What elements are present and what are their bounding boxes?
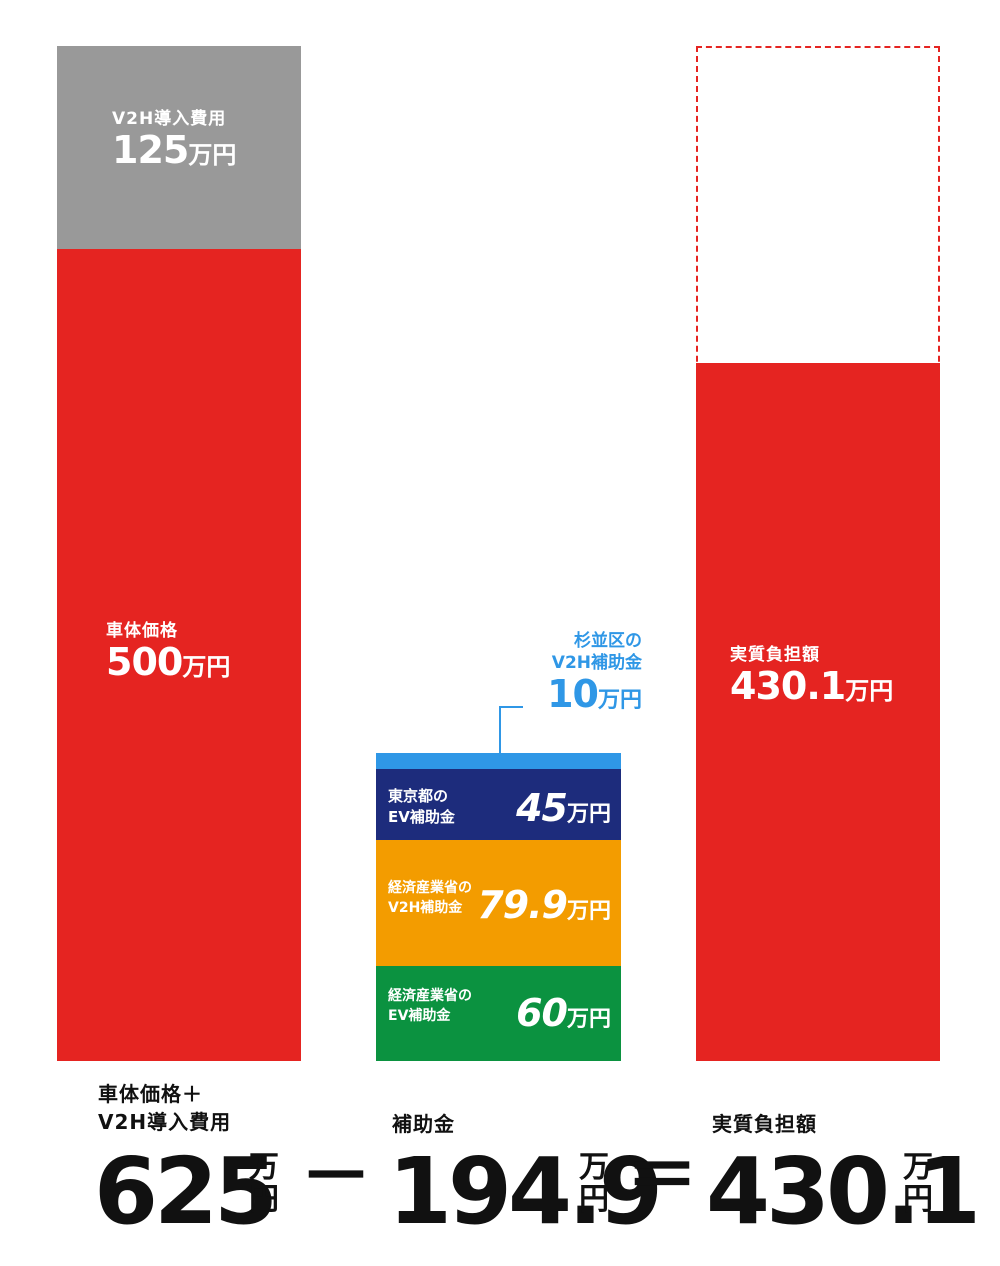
eq-right-unit-1: 万: [903, 1150, 933, 1185]
bar-segment-meti-ev: [376, 966, 621, 1061]
callout-line-vertical: [499, 706, 501, 756]
label-meti-v2h-line2: V2H補助金: [388, 899, 463, 916]
eq-right-caption: 実質負担額: [712, 1110, 817, 1138]
bar-segment-car-price: [57, 249, 301, 1061]
label-meti-ev-unit: 万円: [566, 1007, 611, 1032]
label-meti-ev-value: 60: [516, 991, 568, 1035]
bar-segment-burden: [696, 362, 940, 1061]
label-tokyo-line1: 東京都の: [388, 787, 449, 805]
label-car-price-value: 500: [106, 640, 183, 685]
bar-segment-v2h-cost: [57, 46, 301, 249]
eq-left-caption-line1: 車体価格＋: [98, 1082, 203, 1106]
eq-right-unit: 万 円: [902, 1152, 934, 1215]
label-suginami: 杉並区の V2H補助金 10万円: [520, 630, 642, 716]
label-burden: 実質負担額 430.1万円: [730, 644, 893, 708]
bar-segment-suginami-v2h: [376, 753, 621, 769]
label-meti-v2h-unit: 万円: [566, 899, 611, 924]
eq-middle-unit: 万 円: [578, 1152, 610, 1215]
label-car-price-unit: 万円: [182, 653, 231, 682]
eq-left-value: 625: [94, 1138, 278, 1245]
label-meti-v2h: 経済産業省の V2H補助金 79.9万円: [376, 845, 621, 961]
eq-left-unit-1: 万: [249, 1150, 279, 1185]
eq-left-unit-2: 円: [249, 1181, 279, 1217]
eq-middle-unit-1: 万: [579, 1150, 609, 1185]
label-meti-ev-line2: EV補助金: [388, 1007, 451, 1024]
callout-line-horizontal: [499, 706, 523, 708]
label-suginami-line1: 杉並区の: [574, 631, 642, 651]
label-car-price-name: 車体価格: [106, 621, 178, 641]
eq-right-caption-text: 実質負担額: [712, 1112, 817, 1136]
eq-right-value: 430.1: [706, 1138, 981, 1245]
label-burden-name: 実質負担額: [730, 645, 820, 665]
label-tokyo-line2: EV補助金: [388, 808, 455, 826]
eq-right-unit-2: 円: [903, 1181, 933, 1217]
label-suginami-value: 10: [547, 672, 599, 717]
label-v2h-cost-name: V2H導入費用: [112, 109, 227, 129]
label-burden-unit: 万円: [845, 677, 894, 706]
eq-middle-unit-2: 円: [579, 1181, 609, 1217]
label-meti-v2h-value: 79.9: [477, 883, 568, 927]
eq-minus-operator: －: [300, 1134, 373, 1218]
label-v2h-cost-unit: 万円: [188, 141, 237, 170]
eq-middle-caption: 補助金: [392, 1110, 455, 1138]
label-burden-value: 430.1: [730, 664, 846, 709]
label-tokyo: 東京都の EV補助金 45万円: [376, 772, 621, 844]
bar-segment-tokyo-ev: [376, 768, 621, 840]
eq-middle-value: 194.9: [388, 1138, 663, 1245]
label-meti-ev: 経済産業省の EV補助金 60万円: [376, 961, 621, 1061]
eq-middle-caption-text: 補助金: [392, 1112, 455, 1136]
eq-left-unit: 万 円: [248, 1152, 280, 1215]
eq-left-caption: 車体価格＋ V2H導入費用: [98, 1080, 231, 1136]
eq-left-caption-line2: V2H導入費用: [98, 1110, 232, 1134]
label-suginami-line2: V2H補助金: [551, 653, 642, 674]
label-tokyo-unit: 万円: [566, 802, 611, 827]
label-meti-ev-line1: 経済産業省の: [388, 988, 472, 1004]
label-v2h-cost: V2H導入費用 125万円: [112, 108, 236, 172]
label-meti-v2h-line1: 経済産業省の: [388, 880, 472, 896]
eq-equals-operator: ＝: [626, 1134, 699, 1218]
bar-segment-meti-v2h: [376, 839, 621, 967]
label-suginami-unit: 万円: [597, 688, 642, 714]
label-car-price: 車体価格 500万円: [106, 620, 230, 684]
label-v2h-cost-value: 125: [112, 128, 189, 173]
label-tokyo-value: 45: [516, 786, 568, 830]
